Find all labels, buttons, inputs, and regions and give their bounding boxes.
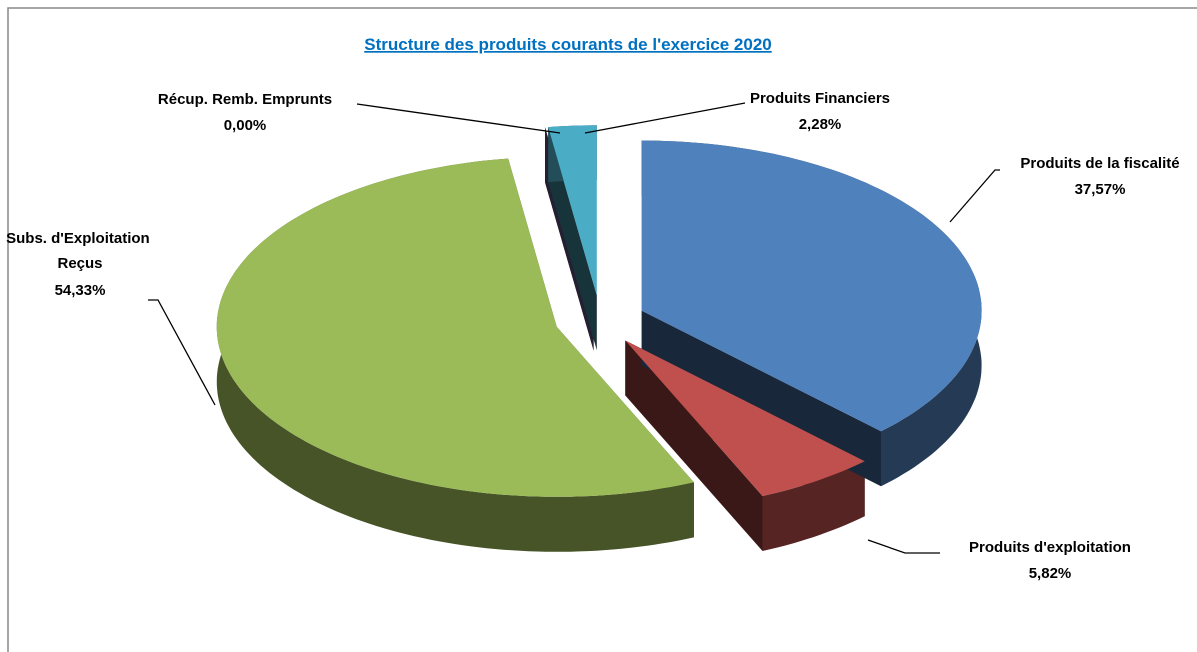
slice — [625, 340, 865, 496]
slice-face — [625, 340, 763, 551]
leader-line — [584, 102, 746, 134]
slice-label: Produits Financiers — [750, 90, 890, 107]
value-label: 5,82% — [1029, 565, 1072, 582]
value-label: 2,28% — [799, 116, 842, 133]
value-label: 0,00% — [224, 117, 267, 134]
value-label: 37,57% — [1075, 181, 1126, 198]
slice-face — [548, 127, 597, 351]
slice-label: Récup. Remb. Emprunts — [158, 91, 332, 108]
leader-line — [867, 539, 940, 554]
leader-line — [148, 299, 216, 406]
slice-side — [762, 461, 865, 551]
slice-label: Produits de la fiscalité — [1020, 155, 1179, 172]
slice-label: Subs. d'Exploitation Reçus — [6, 230, 154, 272]
chart-title: Structure des produits courants de l'exe… — [364, 35, 771, 54]
slice-side — [216, 158, 694, 552]
leader-line — [949, 169, 1000, 223]
slice — [641, 140, 982, 432]
slice — [216, 158, 694, 497]
leader-line — [356, 103, 561, 134]
slice — [548, 125, 597, 296]
slice-label: Produits d'exploitation — [969, 539, 1131, 556]
value-label: 54,33% — [55, 282, 106, 299]
